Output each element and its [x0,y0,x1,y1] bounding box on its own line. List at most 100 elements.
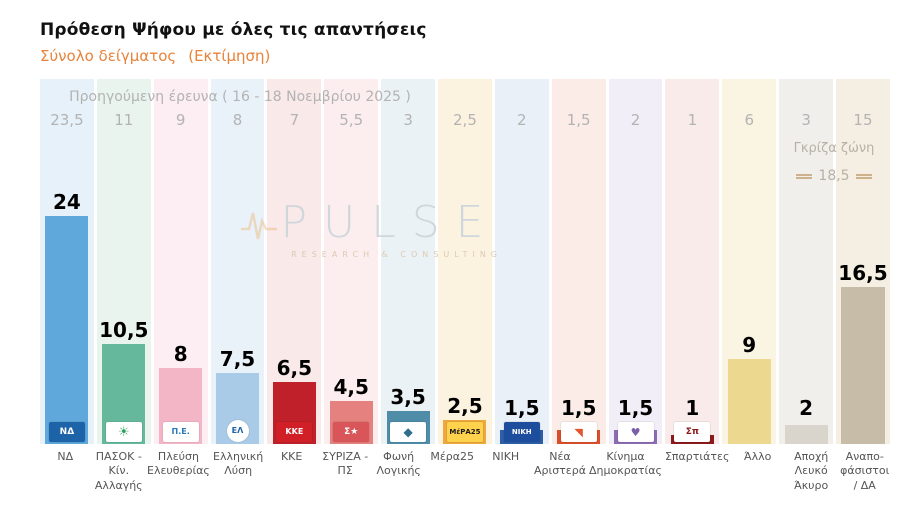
nea-aristera-logo: ◥ [560,422,597,442]
bar [727,358,771,444]
bar-column-10: 1,5 ◥ [551,79,606,444]
bar-value-label: 6,5 [276,356,313,381]
category-labels-row: ΝΔ ΠΑΣΟΚ - Κίν. Αλλαγής Πλεύση Ελευθερίας Ε… [40,450,890,493]
plefsi-eleftherias-logo: Π.Ε. [162,422,199,442]
previous-value-1: 23,5 [50,111,84,129]
bar-column-5: 6,5 ΚΚΕ [267,79,322,444]
bar-value-label: 9 [742,332,757,357]
elliniki-lysi-logo: ΕΛ [226,420,249,442]
previous-value-11: 2 [630,111,641,129]
niki-logo: ΝΙΚΗ [503,422,540,442]
category-label-3: Πλεύση Ελευθερίας [147,450,210,478]
bar: ΚΚΕ [272,382,316,444]
bar-column-6: 4,5 Σ★ [324,79,379,444]
foni-logikis-logo: ◆ [390,422,427,442]
nd-logo: ΝΔ [48,422,85,442]
category-label-15: Αναπο-φάσιστοι / ΔΑ [840,450,890,492]
bar-value-label: 7,5 [219,346,256,371]
bar: Π.Ε. [159,368,203,444]
subtitle-sample: Σύνολο δείγματος [40,47,177,65]
bar-value-label: 16,5 [838,261,888,286]
bar-column-14: 2 [779,79,834,444]
bar-value-label: 1,5 [504,396,540,420]
bar-value-label: 8 [173,342,188,366]
bar-column-11: 1,5 ♥ [608,79,663,444]
subtitle-estimate: (Εκτίμηση) [188,47,271,65]
previous-value-6: 5,5 [339,111,364,129]
bar-column-13: 9 [722,79,777,444]
page-title: Πρόθεση Ψήφου με όλες τις απαντήσεις [40,20,427,40]
previous-value-13: 6 [744,111,755,129]
bar: Σ★ [329,401,373,444]
gray-zone-dash-right [855,173,872,179]
category-label-7: Φωνή Λογικής [376,450,421,478]
category-label-1: ΝΔ [57,450,74,463]
bar-column-4: 7,5 ΕΛ [210,79,265,444]
bar-value-label: 1 [685,396,700,420]
gray-zone-annotation: Γκρίζα ζώνη 18,5 [778,141,890,184]
bar: ☀ [102,344,146,444]
mera25-logo: ΜέΡΑ25 [446,422,483,442]
category-label-9: ΝΙΚΗ [492,450,520,463]
bar [784,425,828,444]
category-label-12: Σπαρτιάτες [664,450,730,463]
bar-value-label: 2 [799,396,814,420]
previous-value-7: 3 [403,111,413,129]
bar: Σπ [670,422,714,444]
previous-values-row: 23,5 11 9 8 7 5,5 3 2,5 2 1,5 2 1 6 3 15 [40,111,890,129]
bar-column-15: 16,5 [836,79,890,444]
bar-column-7: 3,5 ◆ [381,79,436,444]
syriza-logo: Σ★ [333,422,370,442]
category-label-14: Αποχή Λευκό Άκυρο [794,450,829,492]
category-label-11: Κίνημα Δημοκρατίας [588,450,662,478]
bar-value-label: 4,5 [333,375,369,400]
bar-value-label: 3,5 [390,384,426,409]
previous-value-3: 9 [175,111,186,129]
bar-value-label: 2,5 [447,394,483,419]
poll-chart-page: Πρόθεση Ψήφου με όλες τις απαντήσεις Σύν… [40,20,890,493]
previous-value-2: 11 [114,111,134,129]
category-label-10: Νέα Αριστερά [533,450,586,478]
previous-value-9: 2 [517,111,527,129]
pasok-logo: ☀ [105,422,142,442]
bar: ΕΛ [215,372,260,444]
previous-survey-label: Προηγούμενη έρευνα ( 16 - 18 Νοεμβρίου 2… [69,89,411,105]
bar-column-8: 2,5 ΜέΡΑ25 [438,79,492,444]
gray-zone-number: 18,5 [818,168,850,184]
previous-value-10: 1,5 [566,111,591,129]
kinima-dimokratias-logo: ♥ [617,422,654,442]
bar-value-label: 1,5 [560,396,597,420]
spartiates-logo: Σπ [674,422,711,442]
bar-column-2: 10,5 ☀ [96,79,151,444]
bar: ◆ [386,410,430,444]
previous-value-4: 8 [232,111,243,129]
previous-value-8: 2,5 [453,111,477,129]
bar-column-3: 8 Π.Ε. [153,79,208,444]
category-label-13: Άλλο [743,450,772,463]
category-label-5: ΚΚΕ [280,450,303,463]
bar: ΜέΡΑ25 [443,420,487,444]
bar-value-label: 1,5 [617,396,654,420]
bar: ΝΔ [45,216,89,444]
gray-zone-label: Γκρίζα ζώνη [793,141,875,156]
bar-value-label: 10,5 [99,318,149,343]
bar: ♥ [613,422,658,444]
bar-column-9: 1,5 ΝΙΚΗ [494,79,549,444]
gray-zone-value: 18,5 [778,168,890,184]
subtitle: Σύνολο δείγματος (Εκτίμηση) [40,47,890,65]
category-label-6: ΣΥΡΙΖΑ - ΠΣ [322,450,369,478]
bar-value-label: 24 [53,190,81,214]
bar: ΝΙΚΗ [500,422,544,444]
category-label-2: ΠΑΣΟΚ - Κίν. Αλλαγής [94,450,143,492]
previous-value-15: 15 [853,111,873,129]
bar: ◥ [557,422,601,444]
bar-column-12: 1 Σπ [665,79,720,444]
bar-chart: Προηγούμενη έρευνα ( 16 - 18 Νοεμβρίου 2… [40,79,890,444]
bar-column-1: 24 ΝΔ [40,79,94,444]
bar-columns: 24 ΝΔ 10,5 ☀ 8 Π.Ε. 7,5 ΕΛ 6,5 ΚΚΕ 4,5 Σ★ 3,5 ◆ 2,5 ΜέΡ… [40,79,890,444]
previous-value-5: 7 [289,111,300,129]
previous-value-12: 1 [687,111,698,129]
category-label-4: Ελληνική Λύση [213,450,264,478]
category-label-8: Μέρα25 [430,450,475,463]
bar [841,287,885,444]
